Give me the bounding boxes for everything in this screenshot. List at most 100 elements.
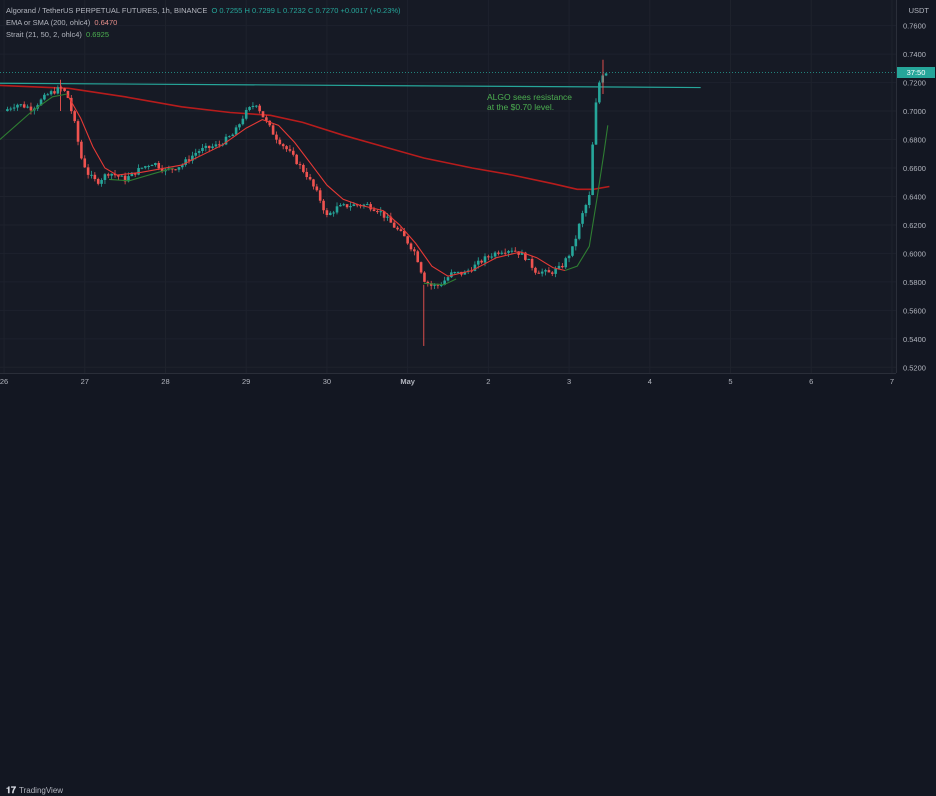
- candle-body: [180, 164, 184, 168]
- time-tick-label: 3: [567, 377, 571, 386]
- candle-body: [591, 144, 594, 196]
- candle-body: [254, 105, 258, 107]
- candle-body: [194, 152, 198, 156]
- candle-body: [160, 168, 164, 172]
- candle-body: [416, 251, 420, 263]
- candle-body: [275, 134, 278, 140]
- candle-body: [577, 223, 581, 239]
- candle-body: [312, 179, 315, 187]
- candle-body: [571, 246, 574, 256]
- candle-body: [12, 107, 16, 109]
- price-badge-text: 37:50: [906, 68, 926, 78]
- candle-body: [251, 105, 255, 107]
- candle-body: [281, 144, 285, 147]
- candle-body: [204, 145, 208, 148]
- candle-body: [107, 174, 110, 176]
- candle-body: [110, 173, 113, 176]
- price-chart[interactable]: ALGO sees resistance at the $0.70 level.: [0, 0, 896, 373]
- candle-body: [450, 272, 453, 278]
- ema-label: EMA or SMA (200, ohlc4): [6, 18, 91, 27]
- time-tick-label: 26: [0, 377, 8, 386]
- candle-body: [510, 250, 514, 252]
- candle-body: [56, 87, 60, 94]
- price-axis[interactable]: USDT 0.7600 0.7400 0.7200 0.7000 0.6800 0.660…: [896, 0, 936, 373]
- candle-body: [130, 172, 134, 177]
- candle-body: [271, 125, 275, 135]
- candle-body: [352, 204, 356, 207]
- candle-body: [103, 174, 107, 180]
- candle-body: [413, 249, 416, 252]
- candle-body: [547, 270, 551, 273]
- candle-body: [342, 204, 346, 206]
- candle-body: [328, 212, 332, 216]
- price-tick-label: 0.6200: [903, 221, 926, 230]
- strait-lower-line: [108, 167, 174, 182]
- candle-body: [349, 206, 352, 208]
- strait-lower-line: [564, 125, 609, 272]
- candle-body: [19, 104, 23, 106]
- candle-body: [574, 238, 578, 247]
- candle-body: [9, 108, 13, 110]
- candle-body: [308, 177, 312, 180]
- candle-body: [436, 284, 440, 286]
- footer: 𝟏𝟕 TradingView: [0, 391, 936, 795]
- candle-body: [224, 136, 228, 145]
- legend-ema-row: EMA or SMA (200, ohlc4) 0.6470: [6, 18, 117, 28]
- candle-body: [396, 227, 399, 230]
- candle-body: [409, 243, 413, 250]
- candle-body: [426, 281, 430, 284]
- symbol-title: Algorand / TetherUS PERPETUAL FUTURES, 1…: [6, 6, 208, 15]
- candle-body: [524, 252, 527, 260]
- legend-strait-row: Strait (21, 50, 2, ohlc4) 0.6925: [6, 30, 109, 40]
- candle-body: [379, 211, 383, 213]
- candle-body: [83, 158, 87, 168]
- candle-body: [238, 124, 241, 128]
- price-tick-label: 0.5400: [903, 335, 926, 344]
- candle-body: [201, 147, 204, 152]
- candle-body: [587, 195, 591, 206]
- candle-body: [305, 171, 309, 178]
- candle-body: [140, 167, 144, 169]
- candle-body: [16, 104, 19, 108]
- tradingview-label: TradingView: [19, 786, 64, 795]
- candle-body: [433, 284, 436, 286]
- candle-body: [291, 150, 295, 155]
- candle-body: [530, 258, 534, 268]
- time-tick-label: 30: [323, 377, 331, 386]
- candle-body: [6, 109, 9, 112]
- candle-body: [96, 179, 100, 184]
- current-price-badge: 37:50: [897, 67, 935, 79]
- time-axis[interactable]: 26 27 28 29 30 May 2 3 4 5 6 7: [0, 373, 896, 392]
- time-tick-label: 6: [809, 377, 813, 386]
- candle-body: [490, 256, 494, 258]
- candle-body: [288, 149, 292, 151]
- candle-body: [439, 284, 443, 286]
- tradingview-logo[interactable]: 𝟏𝟕 TradingView: [6, 785, 63, 796]
- candle-body: [46, 94, 50, 96]
- candle-body: [214, 144, 218, 147]
- candle-body: [493, 252, 497, 257]
- candle-body: [154, 163, 157, 165]
- candle-body: [325, 210, 329, 216]
- time-tick-label: 7: [890, 377, 894, 386]
- candle-body: [544, 270, 547, 272]
- candle-body: [598, 82, 601, 103]
- candle-body: [476, 260, 480, 265]
- candle-body: [372, 209, 376, 211]
- candle-body: [399, 229, 403, 231]
- candle-body: [567, 255, 571, 259]
- time-tick-label: May: [400, 377, 415, 386]
- price-tick-label: 0.6600: [903, 164, 926, 173]
- candle-body: [49, 91, 53, 95]
- candle-body: [66, 90, 70, 98]
- candle-body: [594, 102, 598, 145]
- resistance-line: [0, 82, 701, 89]
- candle-body: [147, 166, 150, 168]
- chart-area[interactable]: ALGO sees resistance at the $0.70 level. …: [0, 0, 896, 373]
- candle-body: [386, 216, 389, 218]
- time-tick-label: 27: [81, 377, 89, 386]
- strait-lower-line: [0, 93, 68, 140]
- candle-body: [500, 252, 504, 254]
- price-tick-label: 0.7200: [903, 79, 926, 88]
- candle-body: [29, 106, 33, 111]
